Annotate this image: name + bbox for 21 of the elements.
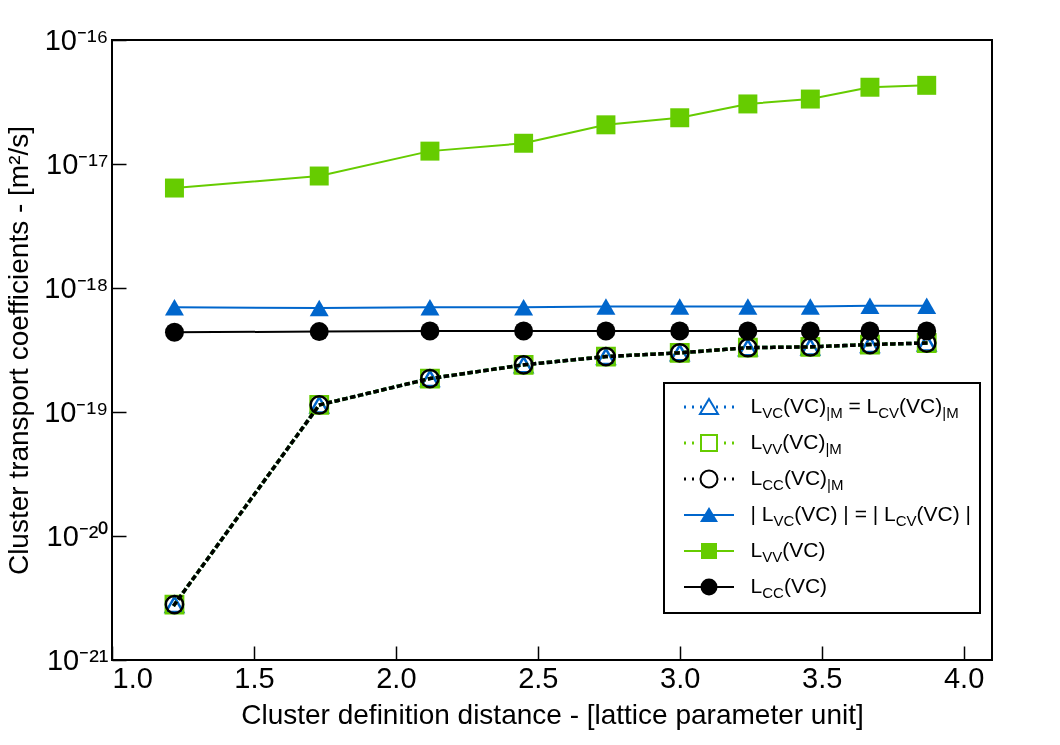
x-tick-label: 4.0 [943,661,985,694]
y-tick-label: 10⁻¹⁶ [44,23,109,56]
legend-label: L$_{CC}$(VC) [750,574,828,602]
legend-label: L$_{VC}$(VC)$_{|M}$ = L$_{CV}$(VC)$_{|M}$ [750,394,959,422]
legend-label: | L$_{VC}$(VC) | = | L$_{CV}$(VC) | [750,502,971,530]
legend-label: L$_{CC}$(VC)$_{|M}$ [750,466,844,494]
legend-label: L$_{VV}$(VC) [750,538,826,566]
x-tick-label: 1.5 [234,661,275,694]
y-tick-label: 10⁻¹⁷ [46,147,109,180]
x-tick-label: 3.5 [802,661,843,694]
y-tick-label: 10⁻²¹ [46,643,109,676]
x-axis-title: Cluster definition distance - [lattice parameter unit] [241,698,864,730]
y-tick-label: 10⁻¹⁸ [44,271,109,304]
y-tick-label: 10⁻¹⁹ [44,395,109,428]
y-axis-title: Cluster transport coefficients - [m²/s] [3,125,35,576]
x-tick-label: 3.0 [660,661,701,694]
y-tick-label: 10⁻²⁰ [46,519,109,552]
x-tick-label: 2.0 [376,661,417,694]
legend-label: L$_{VV}$(VC)$_{|M}$ [750,430,842,458]
x-tick-label: 1.0 [112,661,153,694]
x-tick-label: 2.5 [518,661,559,694]
